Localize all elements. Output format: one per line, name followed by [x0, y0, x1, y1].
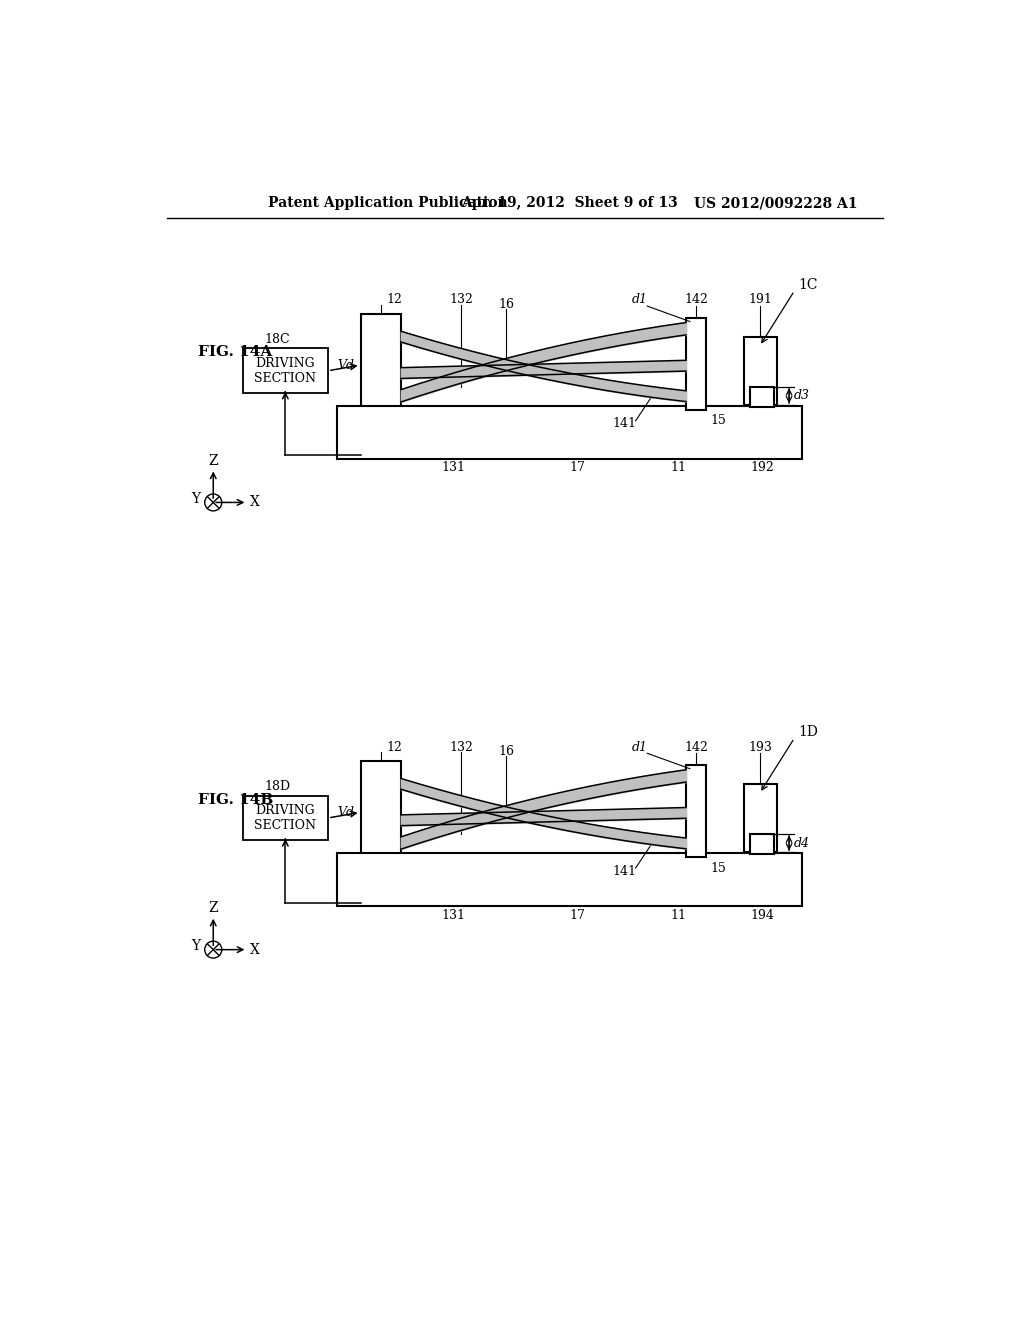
- Text: 11: 11: [671, 461, 686, 474]
- Text: 18D: 18D: [264, 780, 291, 793]
- Bar: [360, 762, 400, 875]
- Text: FIG. 14B: FIG. 14B: [198, 792, 273, 807]
- Text: Z: Z: [209, 454, 218, 467]
- Text: 132: 132: [450, 741, 473, 754]
- Text: 18C: 18C: [265, 333, 291, 346]
- Text: 17: 17: [569, 461, 586, 474]
- Text: 11: 11: [671, 908, 686, 921]
- Bar: [337, 854, 802, 906]
- Bar: [686, 764, 707, 857]
- Text: 141: 141: [612, 417, 636, 430]
- Bar: [744, 784, 776, 851]
- Text: d4: d4: [794, 837, 810, 850]
- Text: 12: 12: [387, 741, 402, 754]
- Bar: [751, 834, 773, 854]
- Text: Vd: Vd: [337, 359, 354, 371]
- Text: Vd: Vd: [337, 805, 354, 818]
- Text: 16: 16: [499, 298, 514, 312]
- Text: 132: 132: [450, 293, 473, 306]
- Text: 193: 193: [749, 741, 772, 754]
- Text: 12: 12: [387, 293, 402, 306]
- Text: US 2012/0092228 A1: US 2012/0092228 A1: [693, 197, 857, 210]
- Text: Patent Application Publication: Patent Application Publication: [267, 197, 507, 210]
- Text: X: X: [250, 495, 260, 510]
- Text: Y: Y: [190, 939, 200, 953]
- Bar: [360, 314, 400, 428]
- Text: X: X: [250, 942, 260, 957]
- Text: DRIVING
SECTION: DRIVING SECTION: [254, 804, 316, 832]
- Bar: [337, 407, 802, 458]
- Text: Apr. 19, 2012  Sheet 9 of 13: Apr. 19, 2012 Sheet 9 of 13: [461, 197, 678, 210]
- Bar: [243, 796, 328, 841]
- Text: 192: 192: [750, 461, 774, 474]
- Bar: [243, 348, 328, 393]
- Text: 131: 131: [441, 908, 466, 921]
- Text: Z: Z: [209, 902, 218, 915]
- Text: d1: d1: [632, 741, 647, 754]
- Text: 16: 16: [499, 746, 514, 758]
- Text: 141: 141: [612, 865, 636, 878]
- Text: 142: 142: [684, 293, 708, 306]
- Text: FIG. 14A: FIG. 14A: [198, 346, 272, 359]
- Bar: [744, 337, 776, 405]
- Bar: [686, 318, 707, 411]
- Text: 15: 15: [711, 414, 727, 428]
- Text: 194: 194: [750, 908, 774, 921]
- Text: 131: 131: [441, 461, 466, 474]
- Text: 142: 142: [684, 741, 708, 754]
- Text: 15: 15: [711, 862, 727, 875]
- Text: d1: d1: [632, 293, 647, 306]
- Text: 17: 17: [569, 908, 586, 921]
- Bar: [751, 387, 773, 407]
- Text: 191: 191: [749, 293, 772, 306]
- Text: 1C: 1C: [799, 277, 818, 292]
- Text: DRIVING
SECTION: DRIVING SECTION: [254, 356, 316, 384]
- Text: Y: Y: [190, 491, 200, 506]
- Text: d3: d3: [794, 389, 810, 403]
- Text: 1D: 1D: [799, 725, 818, 739]
